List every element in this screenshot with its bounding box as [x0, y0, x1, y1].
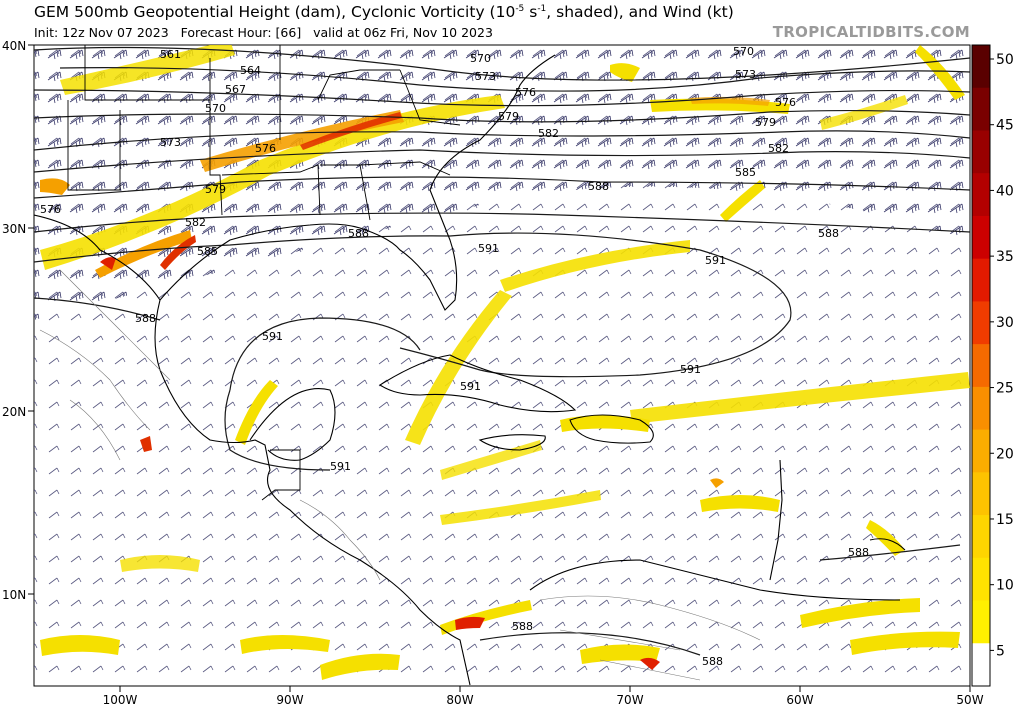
svg-text:579: 579 [755, 116, 776, 129]
map-subtitle: Init: 12z Nov 07 2023 Forecast Hour: [66… [34, 25, 493, 40]
svg-text:585: 585 [197, 245, 218, 258]
svg-text:567: 567 [225, 83, 246, 96]
lon-label-70w: 70W [616, 693, 643, 706]
height-contours [34, 46, 970, 656]
colorbar-tick-label: 20 [996, 446, 1014, 462]
valid-time: valid at 06z Fri, Nov 10 2023 [313, 25, 493, 40]
colorbar-swatch [972, 130, 990, 174]
colorbar-swatch [972, 301, 990, 345]
svg-text:561: 561 [160, 48, 181, 61]
longitude-labels: 100W 90W 80W 70W 60W 50W [103, 686, 984, 706]
svg-text:570: 570 [733, 45, 754, 58]
lat-label-10n: 10N [2, 588, 26, 602]
svg-text:564: 564 [240, 64, 261, 77]
colorbar-swatch [972, 45, 990, 89]
svg-text:591: 591 [478, 242, 499, 255]
svg-text:576: 576 [515, 86, 536, 99]
lon-label-90w: 90W [276, 693, 303, 706]
svg-text:591: 591 [262, 330, 283, 343]
svg-text:582: 582 [185, 216, 206, 229]
colorbar-tick-label: 45 [996, 118, 1014, 134]
svg-text:591: 591 [330, 460, 351, 473]
svg-text:588: 588 [588, 180, 609, 193]
colorbar-swatch [972, 87, 990, 131]
svg-text:591: 591 [460, 380, 481, 393]
svg-text:588: 588 [848, 546, 869, 559]
map-title: GEM 500mb Geopotential Height (dam), Cyc… [34, 3, 734, 21]
svg-text:588: 588 [702, 655, 723, 668]
colorbar-frame [971, 44, 991, 687]
svg-text:582: 582 [768, 142, 789, 155]
svg-text:582: 582 [538, 127, 559, 140]
coastlines [34, 54, 906, 686]
colorbar-swatch [972, 472, 990, 516]
colorbar-tick-label: 40 [996, 183, 1014, 199]
svg-text:573: 573 [735, 68, 756, 81]
colorbar-tick-label: 15 [996, 512, 1014, 528]
svg-text:570: 570 [205, 102, 226, 115]
colorbar-swatch [972, 173, 990, 217]
svg-text:579: 579 [498, 110, 519, 123]
svg-text:576: 576 [775, 96, 796, 109]
colorbar-swatch [972, 557, 990, 602]
svg-text:588: 588 [348, 227, 369, 240]
lon-label-100w: 100W [103, 693, 138, 706]
svg-text:570: 570 [470, 52, 491, 65]
colorbar-swatch [972, 344, 990, 388]
svg-text:585: 585 [735, 166, 756, 179]
political-borders [67, 45, 461, 501]
svg-text:576: 576 [255, 142, 276, 155]
lat-label-40n: 40N [2, 39, 26, 53]
province-borders [39, 269, 761, 681]
svg-text:573: 573 [160, 136, 181, 149]
colorbar-swatch [972, 258, 990, 302]
colorbar-swatch [972, 643, 990, 687]
colorbar-tick-label: 25 [996, 381, 1014, 397]
colorbar-swatch [972, 600, 990, 644]
init-time: Init: 12z Nov 07 2023 [34, 25, 169, 40]
forecast-hour: Forecast Hour: [66] [180, 25, 302, 40]
svg-text:591: 591 [705, 254, 726, 267]
lon-label-80w: 80W [446, 693, 473, 706]
colorbar-swatch [972, 515, 990, 559]
svg-text:588: 588 [512, 620, 533, 633]
svg-text:588: 588 [135, 312, 156, 325]
svg-text:576: 576 [40, 203, 61, 216]
colorbar-tick-label: 10 [996, 578, 1014, 594]
colorbar-swatch [972, 429, 990, 473]
colorbar-tick-label: 5 [996, 643, 1005, 659]
colorbar-tick-label: 30 [996, 315, 1014, 331]
latitude-labels: 40N 30N 20N 10N [2, 39, 34, 602]
lon-label-60w: 60W [786, 693, 813, 706]
colorbar: 50 45 40 35 30 25 20 15 10 5 [971, 44, 1014, 687]
brand-watermark: TROPICALTIDBITS.COM [772, 23, 970, 41]
colorbar-tick-label: 35 [996, 249, 1014, 265]
contour-labels: 561 564 567 570 573 576 579 576 582 585 … [40, 45, 869, 668]
lat-label-20n: 20N [2, 405, 26, 419]
colorbar-swatch [972, 215, 990, 260]
svg-text:573: 573 [475, 70, 496, 83]
svg-text:588: 588 [818, 227, 839, 240]
colorbar-swatch [972, 386, 990, 431]
svg-text:591: 591 [680, 363, 701, 376]
lat-label-30n: 30N [2, 222, 26, 236]
svg-text:579: 579 [205, 183, 226, 196]
lon-label-50w: 50W [956, 693, 983, 706]
colorbar-tick-label: 50 [996, 52, 1014, 68]
